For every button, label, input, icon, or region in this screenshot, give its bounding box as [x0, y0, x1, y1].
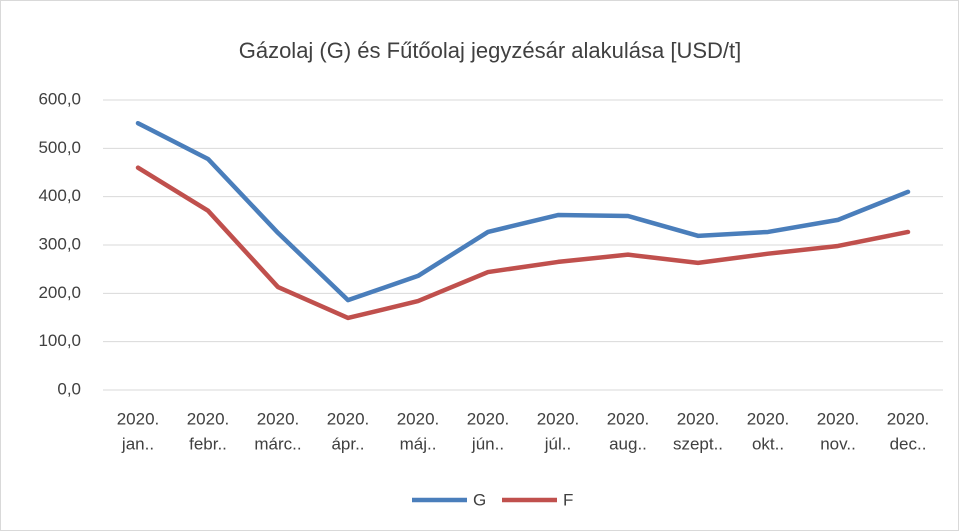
x-tick-label: dec..	[890, 434, 927, 453]
x-tick-label: 2020.	[187, 409, 230, 428]
x-tick-label: 2020.	[607, 409, 650, 428]
y-tick-label: 300,0	[38, 234, 81, 253]
x-tick-label: 2020.	[327, 409, 370, 428]
legend-label: F	[563, 490, 573, 509]
series-line	[135, 165, 911, 321]
x-tick-label: aug..	[609, 434, 647, 453]
x-tick-label: jún..	[471, 434, 504, 453]
x-tick-label: júl..	[544, 434, 571, 453]
x-tick-label: 2020.	[397, 409, 440, 428]
x-tick-label: máj..	[400, 434, 437, 453]
series-line	[135, 120, 911, 303]
legend-label: G	[473, 490, 486, 509]
y-tick-label: 100,0	[38, 331, 81, 350]
x-tick-label: nov..	[820, 434, 856, 453]
x-tick-label: 2020.	[887, 409, 930, 428]
x-tick-label: okt..	[752, 434, 784, 453]
y-tick-label: 400,0	[38, 186, 81, 205]
x-tick-label: 2020.	[677, 409, 720, 428]
y-tick-label: 0,0	[57, 379, 81, 398]
x-tick-label: 2020.	[257, 409, 300, 428]
y-tick-label: 200,0	[38, 283, 81, 302]
x-tick-label: jan..	[121, 434, 154, 453]
y-tick-label: 500,0	[38, 138, 81, 157]
x-tick-label: ápr..	[331, 434, 364, 453]
x-tick-label: febr..	[189, 434, 227, 453]
y-tick-label: 600,0	[38, 89, 81, 108]
x-tick-label: 2020.	[117, 409, 160, 428]
x-tick-label: 2020.	[467, 409, 510, 428]
x-tick-label: 2020.	[537, 409, 580, 428]
chart-title: Gázolaj (G) és Fűtőolaj jegyzésár alakul…	[239, 38, 742, 63]
x-tick-label: márc..	[254, 434, 301, 453]
x-tick-label: 2020.	[817, 409, 860, 428]
x-tick-label: szept..	[673, 434, 723, 453]
x-tick-label: 2020.	[747, 409, 790, 428]
